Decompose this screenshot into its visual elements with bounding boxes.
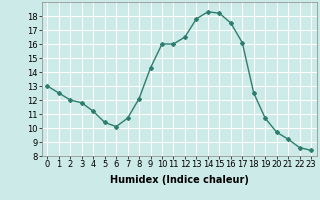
X-axis label: Humidex (Indice chaleur): Humidex (Indice chaleur) (110, 175, 249, 185)
